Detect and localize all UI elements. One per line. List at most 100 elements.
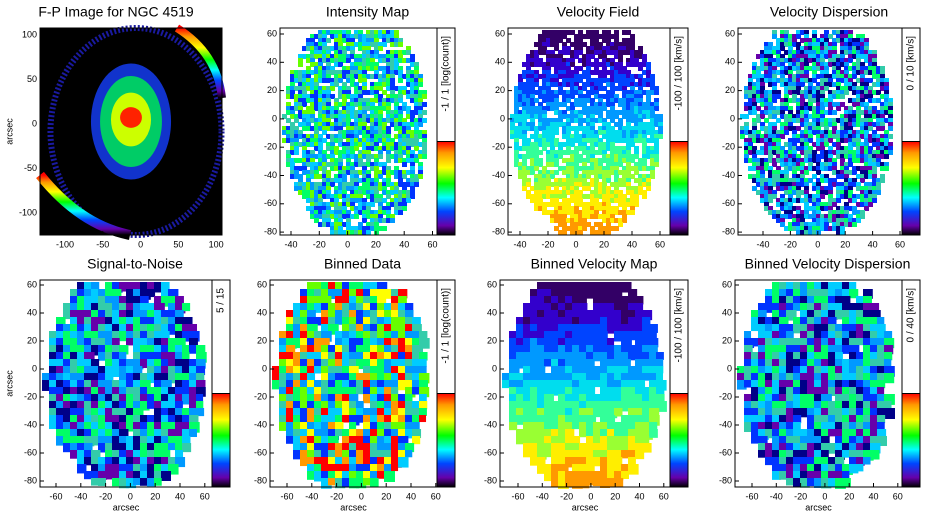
x-tick-label: 0 [138, 239, 143, 249]
map-cell [356, 380, 364, 388]
panel: -1 / 1 [log(count)]Binned Data-60-40-200… [254, 256, 455, 513]
map-cell [816, 230, 821, 235]
y-tick-label: 40 [725, 57, 735, 67]
map-cell [77, 436, 85, 444]
map-cell [342, 429, 350, 437]
map-cell [328, 310, 335, 317]
map-cell [189, 401, 197, 409]
map-cell [377, 457, 384, 464]
map-cell [398, 345, 405, 352]
map-cell [578, 230, 583, 235]
map-cell [405, 324, 413, 332]
map-cell [614, 226, 619, 231]
y-tick-label: -80 [24, 475, 37, 485]
map-cell [84, 422, 92, 430]
y-tick-label: 60 [725, 28, 735, 38]
map-cell [98, 317, 106, 325]
map-cell [384, 394, 391, 401]
map-cell [91, 282, 99, 290]
map-cell [154, 366, 162, 374]
x-tick-label: -40 [284, 239, 297, 249]
map-cell [168, 422, 176, 430]
map-cell [293, 310, 301, 318]
y-tick-label: -60 [24, 447, 37, 457]
colorbar [902, 142, 920, 236]
x-tick-label: -60 [49, 491, 62, 501]
map-cell [370, 331, 378, 339]
x-tick-label: 60 [895, 239, 905, 249]
map-cell [182, 373, 190, 381]
map-cell [314, 436, 322, 444]
map-cell [119, 408, 127, 416]
map-cell [196, 401, 203, 408]
map-cell [405, 408, 412, 415]
y-tick-label: -60 [492, 198, 505, 208]
map-cell [405, 345, 413, 353]
map-cell [382, 226, 387, 231]
panel: -1 / 1 [log(count)]Intensity Map-40-2002… [264, 4, 455, 250]
map-cell [335, 317, 343, 325]
x-tick-label: 50 [173, 239, 183, 249]
panel-title: F-P Image for NGC 4519 [38, 4, 194, 20]
map-cell [168, 429, 175, 436]
map-cell [286, 352, 294, 360]
map-cell [77, 338, 85, 346]
map-cell [119, 443, 127, 451]
map-cell [70, 366, 78, 374]
map-cell [133, 303, 140, 310]
x-tick-label: -40 [74, 491, 87, 501]
map-cell [342, 310, 350, 318]
map-cell [168, 408, 176, 416]
map-cell [147, 338, 155, 346]
map-cell [49, 380, 57, 388]
map-cell [133, 443, 141, 451]
map-cell [342, 352, 349, 359]
y-tick-label: -80 [722, 226, 735, 236]
map-cell [105, 422, 112, 429]
map-cell [77, 450, 85, 458]
map-cell [175, 450, 183, 458]
map-cell [133, 296, 141, 304]
y-tick-label: -40 [722, 170, 735, 180]
map-cell [182, 408, 190, 416]
map-cell [182, 303, 190, 311]
map-cell [63, 422, 70, 429]
map-cell [419, 408, 427, 416]
map-cell [307, 429, 315, 437]
map-cell [370, 401, 378, 409]
y-tick-label: -20 [492, 142, 505, 152]
map-cell [126, 282, 134, 290]
map-cell [412, 387, 420, 395]
map-cell [56, 380, 64, 388]
map-cell [300, 415, 308, 423]
map-cell [133, 464, 141, 472]
map-cell [363, 289, 371, 297]
map-cell [112, 464, 119, 471]
y-tick-label: 50 [27, 74, 37, 84]
map-cell [147, 289, 155, 297]
map-cell [300, 373, 307, 380]
map-cell [161, 464, 169, 472]
map-cell [98, 478, 106, 486]
map-cell [328, 415, 336, 423]
panel: -100 / 100 [km/s]Velocity Field-40-20020… [492, 4, 688, 250]
map-cell [363, 303, 371, 311]
y-tick-label: 20 [725, 85, 735, 95]
map-cell [398, 443, 405, 450]
map-cell [384, 401, 391, 408]
map-cell [147, 310, 155, 318]
map-cell [307, 401, 314, 408]
map-cell [147, 422, 155, 430]
y-tick-label: 40 [267, 57, 277, 67]
map-cell [335, 352, 342, 359]
y-tick-label: -60 [264, 198, 277, 208]
map-cell [321, 429, 329, 437]
map-cell [398, 210, 403, 215]
map-cell [384, 436, 392, 444]
map-cell [419, 415, 426, 422]
y-tick-label: 0 [730, 113, 735, 123]
map-cell [189, 394, 197, 402]
map-cell [335, 457, 343, 465]
map-cell [105, 324, 112, 331]
map-cell [84, 331, 92, 339]
